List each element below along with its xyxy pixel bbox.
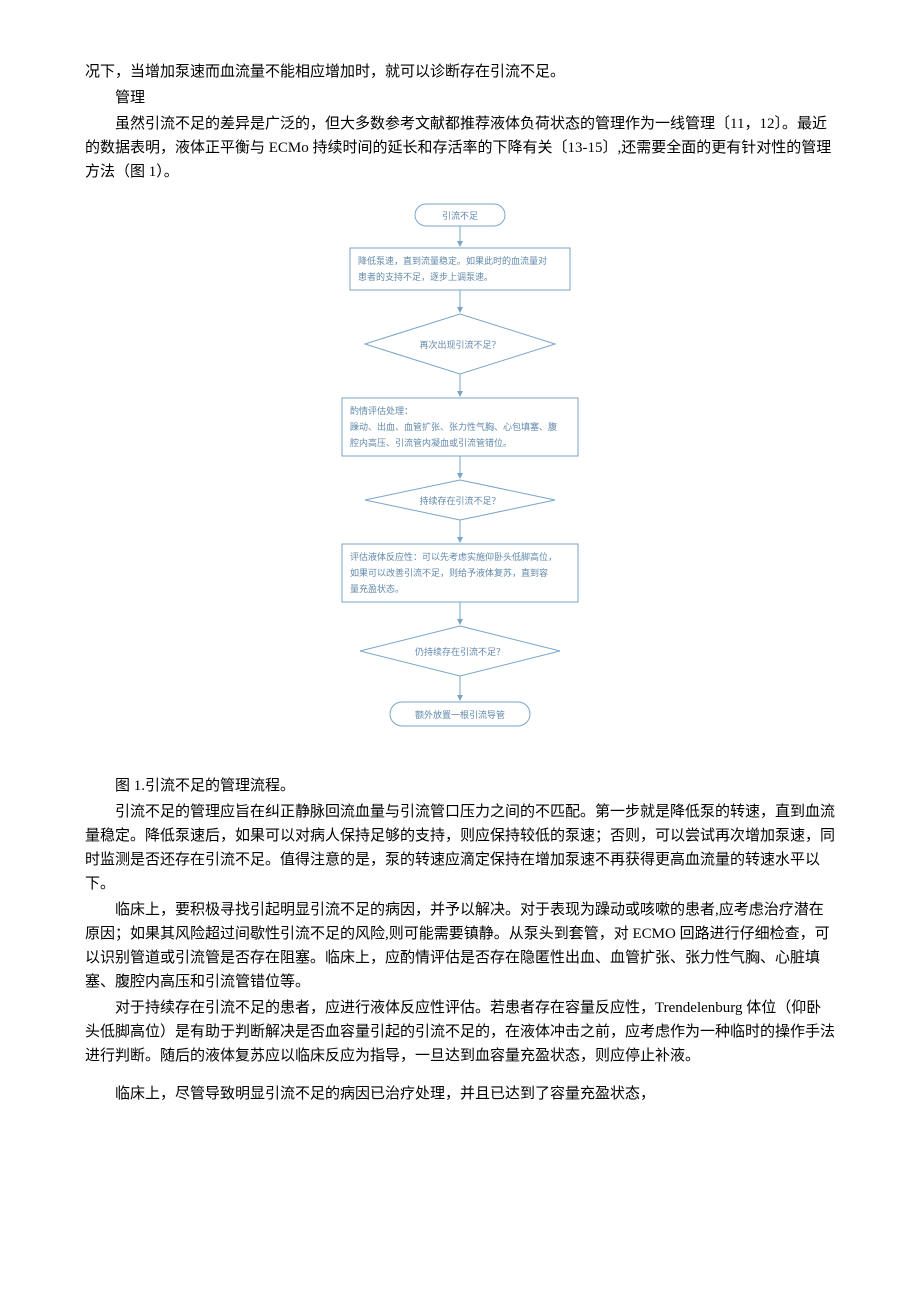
intro-paragraph: 虽然引流不足的差异是广泛的，但大多数参考文献都推荐液体负荷状态的管理作为一线管理… (85, 112, 835, 184)
node-reduce-speed (350, 248, 570, 290)
flowchart-svg: 引流不足 降低泵速，直到流量稳定。如果此时的血流量对 患者的支持不足，逐步上调泵… (320, 202, 600, 752)
node6-l3: 量充盈状态。 (350, 583, 404, 594)
node3-text: 再次出现引流不足？ (419, 339, 500, 350)
body-para-1: 引流不足的管理应旨在纠正静脉回流血量与引流管口压力之间的不匹配。第一步就是降低泵… (85, 800, 835, 896)
node5-text: 持续存在引流不足？ (419, 495, 500, 506)
node4-l3: 腔内高压、引流管内凝血或引流管错位。 (350, 437, 512, 448)
node6-l2: 如果可以改善引流不足，则给予液体复苏，直到容 (350, 567, 548, 578)
node4-l2: 躁动、出血、血管扩张、张力性气胸、心包填塞、腹 (350, 421, 557, 432)
node2-line1: 降低泵速，直到流量稳定。如果此时的血流量对 (358, 255, 547, 266)
node4-l1: 酌情评估处理： (350, 405, 413, 416)
node6-l1: 评估液体反应性：可以先考虑实施仰卧头低脚高位， (350, 551, 557, 562)
continued-paragraph: 况下，当增加泵速而血流量不能相应增加时，就可以诊断存在引流不足。 (85, 60, 835, 84)
figure-caption: 图 1.引流不足的管理流程。 (85, 774, 835, 798)
node8-text: 额外放置一根引流导管 (415, 709, 505, 720)
flowchart-figure: 引流不足 降低泵速，直到流量稳定。如果此时的血流量对 患者的支持不足，逐步上调泵… (85, 202, 835, 760)
node-start-text: 引流不足 (442, 210, 478, 221)
body-para-3: 对于持续存在引流不足的患者，应进行液体反应性评估。若患者存在容量反应性，Tren… (85, 996, 835, 1068)
node2-line2: 患者的支持不足，逐步上调泵速。 (358, 271, 493, 282)
body-para-2: 临床上，要积极寻找引起明显引流不足的病因，并予以解决。对于表现为躁动或咳嗽的患者… (85, 898, 835, 994)
body-para-4: 临床上，尽管导致明显引流不足的病因已治疗处理，并且已达到了容量充盈状态， (85, 1082, 835, 1106)
node7-text: 仍持续存在引流不足？ (415, 646, 505, 657)
section-heading: 管理 (85, 86, 835, 110)
